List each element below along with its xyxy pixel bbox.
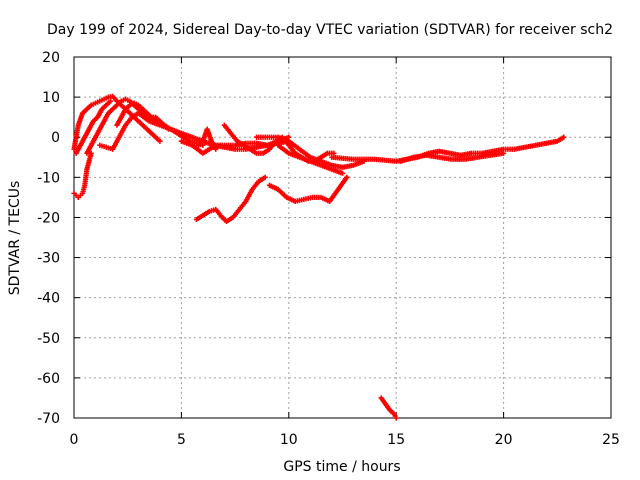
x-tick-label: 25 xyxy=(602,432,620,448)
series-arc-mid-negative xyxy=(193,174,268,225)
y-tick-label: 20 xyxy=(42,50,60,66)
data-point xyxy=(157,138,163,144)
y-tick-label: 0 xyxy=(51,130,60,146)
data-point xyxy=(339,170,346,176)
grid xyxy=(74,57,611,418)
series-arc-ten-twelve xyxy=(275,142,346,176)
series-arc-hump-three xyxy=(114,100,172,132)
y-tick-label: -10 xyxy=(37,170,60,186)
plot-frame xyxy=(73,56,612,419)
x-tick-label: 5 xyxy=(177,432,186,448)
chart-title: Day 199 of 2024, Sidereal Day-to-day VTE… xyxy=(47,22,613,38)
series-arc-early-low xyxy=(71,150,94,200)
y-tick-label: 10 xyxy=(42,90,60,106)
series-arc-spike-six xyxy=(195,126,219,152)
axis-ticks xyxy=(73,56,612,419)
y-tick-label: -50 xyxy=(37,331,60,347)
data-point xyxy=(262,174,268,180)
series-arc-tail-low xyxy=(397,150,507,164)
x-tick-label: 15 xyxy=(387,432,405,448)
x-tick-labels: 0 5 10 15 20 25 xyxy=(70,432,620,448)
data-point xyxy=(107,98,114,104)
x-tick-label: 10 xyxy=(280,432,298,448)
series-arc-ten-eleven xyxy=(253,134,367,170)
x-axis-label: GPS time / hours xyxy=(283,459,400,475)
series-arc-early-mid xyxy=(73,98,114,156)
data-point xyxy=(344,174,350,180)
x-tick-label: 20 xyxy=(495,432,513,448)
data-point xyxy=(501,150,507,156)
series-arc-late-negative xyxy=(266,174,350,204)
y-tick-label: -30 xyxy=(37,251,60,267)
y-tick-label: -20 xyxy=(37,210,60,226)
y-tick-label: -70 xyxy=(37,411,60,427)
data-point xyxy=(561,134,567,140)
data-point xyxy=(213,146,219,152)
series-arc-deep-drop xyxy=(378,395,399,421)
data-marks xyxy=(71,93,567,421)
x-tick-label: 0 xyxy=(70,432,79,448)
y-tick-label: -40 xyxy=(37,291,60,307)
y-tick-label: -60 xyxy=(37,371,60,387)
y-axis-label: SDTVAR / TECUs xyxy=(7,181,23,296)
data-point xyxy=(393,415,399,421)
y-tick-labels: 20 10 0 -10 -20 -30 -40 -50 -60 -70 xyxy=(37,50,60,427)
